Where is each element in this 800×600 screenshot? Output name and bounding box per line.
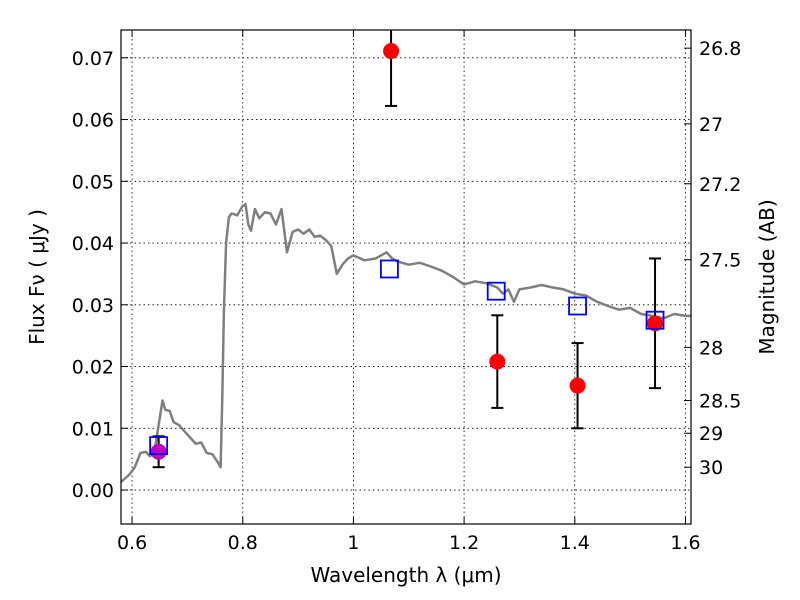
y-tick-label: 0.05	[72, 171, 114, 193]
mag-tick-label: 28	[699, 337, 723, 359]
synthetic-point	[486, 281, 506, 301]
x-tick-label: 0.6	[117, 532, 147, 554]
y-tick-label: 0.06	[72, 110, 114, 132]
model-sed-line	[120, 202, 691, 483]
y-tick-label: 0.01	[72, 418, 114, 440]
y-tick-label: 0.04	[72, 233, 114, 255]
y-tick-label: 0.07	[72, 48, 114, 70]
mag-tick-label: 27.5	[699, 250, 741, 272]
x-tick-label: 1.4	[560, 532, 590, 554]
mag-tick-label: 30	[699, 457, 723, 479]
plot-background	[121, 30, 691, 524]
synthetic-point	[379, 259, 399, 279]
grid-lines	[121, 30, 691, 524]
mag-tick-label: 27	[699, 114, 723, 136]
y-tick-label: 0.03	[72, 295, 114, 317]
mag-tick-label: 27.2	[699, 174, 741, 196]
y-right-axis-label: Magnitude (AB)	[755, 199, 779, 354]
x-tick-label: 1	[347, 532, 359, 554]
plot-frame	[120, 29, 692, 525]
observed-point	[647, 315, 664, 332]
y-axis-label: Flux Fν ( μJy )	[25, 209, 49, 345]
plot-area	[120, 30, 691, 483]
data-marks	[149, 30, 665, 469]
observed-point	[383, 42, 400, 59]
x-tick-label: 1.6	[670, 532, 700, 554]
synthetic-point	[645, 310, 665, 330]
x-tick-label: 1.2	[449, 532, 479, 554]
observed-point	[150, 443, 167, 460]
synthetic-point	[568, 296, 587, 316]
synthetic-point	[149, 436, 169, 455]
mag-tick-label: 29	[699, 423, 723, 445]
axis-ticks: 0.6 0.8 1 1.2 1.4 1.6 0.00 0.01 0.02 0.03 0.04 0.05…	[72, 30, 741, 554]
mag-tick-label: 26.8	[699, 38, 741, 60]
x-axis-label: Wavelength λ (μm)	[310, 563, 501, 587]
x-tick-label: 0.8	[228, 532, 258, 554]
y-tick-label: 0.00	[72, 480, 114, 502]
y-tick-label: 0.02	[72, 357, 114, 379]
mag-tick-label: 28.5	[699, 391, 741, 413]
observed-point	[489, 353, 506, 370]
observed-point	[569, 377, 586, 394]
